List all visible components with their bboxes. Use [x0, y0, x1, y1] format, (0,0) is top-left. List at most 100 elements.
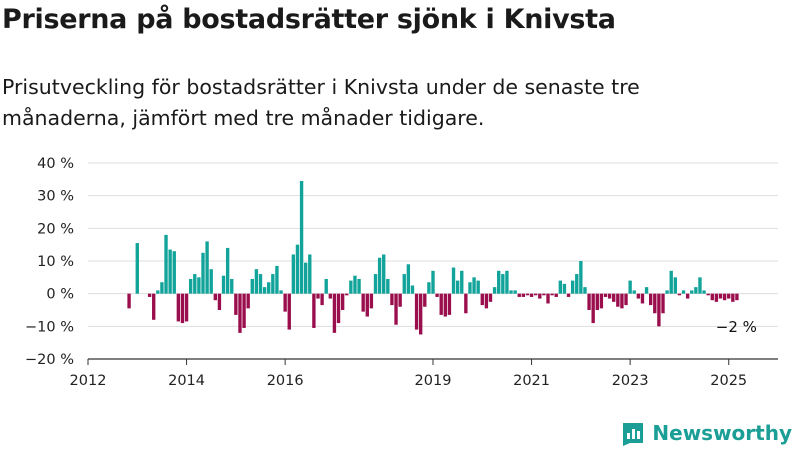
x-tick-label: 2025: [710, 373, 747, 389]
bar: [254, 269, 259, 294]
bar: [418, 293, 423, 335]
bar: [722, 293, 727, 301]
bar: [406, 264, 411, 294]
bar: [402, 274, 406, 294]
bar: [197, 277, 201, 294]
bar: [718, 293, 723, 299]
bar: [484, 293, 489, 309]
bar: [373, 274, 378, 294]
bar: [509, 290, 513, 294]
bar: [349, 280, 353, 294]
bar: [184, 293, 189, 322]
bar: [308, 254, 312, 294]
y-tick-label: 40 %: [37, 156, 74, 172]
bar: [423, 293, 427, 307]
bar: [246, 293, 250, 309]
y-tick-label: 30 %: [37, 189, 74, 205]
bar: [521, 293, 526, 297]
bar: [710, 293, 714, 301]
bar: [299, 180, 304, 294]
bar: [497, 270, 501, 294]
bar: [468, 282, 472, 294]
x-tick-label: 2014: [168, 373, 205, 389]
bar: [455, 280, 460, 294]
x-tick-label: 2012: [70, 373, 107, 389]
bar: [546, 293, 550, 304]
bar: [332, 293, 337, 333]
bar: [217, 293, 222, 310]
bar: [135, 243, 139, 294]
bar: [242, 293, 246, 328]
bar: [382, 254, 386, 294]
bar: [616, 293, 620, 307]
x-tick-label: 2016: [267, 373, 304, 389]
bar: [340, 293, 345, 310]
bar: [398, 293, 402, 307]
bar: [377, 257, 382, 294]
bar: [234, 293, 238, 315]
bar: [188, 278, 193, 294]
bar: [714, 293, 719, 302]
bar: [152, 293, 156, 320]
bar: [632, 290, 636, 294]
bar: [640, 293, 645, 304]
bar: [390, 293, 394, 306]
bar: [673, 277, 678, 294]
bar: [698, 277, 702, 294]
bar: [677, 293, 682, 296]
y-tick-label: −10 %: [25, 319, 74, 335]
x-axis-ticks: 2012 2014 2016 2019 2021 2023 2025: [70, 359, 747, 389]
bar: [271, 274, 275, 294]
bar: [225, 247, 230, 294]
bar: [488, 293, 493, 302]
bar: [550, 293, 554, 296]
bar: [410, 285, 415, 294]
bar: [624, 293, 628, 306]
y-axis-ticks: 40 % 30 % 20 % 10 % 0 % −10 % −20 %: [25, 156, 74, 368]
bar: [505, 270, 509, 294]
bar: [525, 293, 530, 296]
bar: [636, 293, 641, 299]
bar: [230, 278, 234, 294]
brand-name: Newsworthy: [652, 421, 792, 445]
bar: [513, 290, 517, 294]
newsworthy-logo[interactable]: Newsworthy: [620, 420, 792, 446]
bar: [648, 293, 653, 306]
bar: [628, 280, 632, 294]
bar: [579, 261, 583, 294]
chart-title: Priserna på bostadsrätter sjönk i Knivst…: [2, 4, 616, 35]
x-tick-label: 2019: [415, 373, 452, 389]
bar: [279, 290, 283, 294]
bar: [295, 244, 300, 294]
y-tick-label: 0 %: [46, 287, 74, 303]
bar: [353, 275, 357, 294]
bar: [168, 249, 172, 294]
bar: [575, 274, 579, 294]
bar: [328, 293, 333, 299]
bar: [570, 280, 575, 294]
bar: [731, 293, 735, 302]
bar: [267, 282, 271, 294]
bar: [690, 290, 694, 294]
bar: [147, 293, 152, 297]
bar: [566, 293, 571, 297]
bar: [603, 293, 608, 297]
bar: [213, 293, 218, 301]
bar: [172, 251, 176, 294]
bar: [529, 293, 534, 297]
bar: [669, 270, 673, 294]
bar: [595, 293, 599, 310]
bar: [164, 234, 168, 294]
bar: [661, 293, 665, 314]
bar: [533, 293, 538, 296]
bar: [439, 293, 443, 315]
bar: [517, 293, 521, 297]
bar: [361, 293, 365, 312]
bar: [283, 293, 287, 312]
bar: [607, 293, 612, 299]
bar: [451, 267, 456, 294]
y-tick-label: 10 %: [37, 254, 74, 270]
bar: [685, 293, 690, 299]
x-tick-label: 2023: [612, 373, 649, 389]
